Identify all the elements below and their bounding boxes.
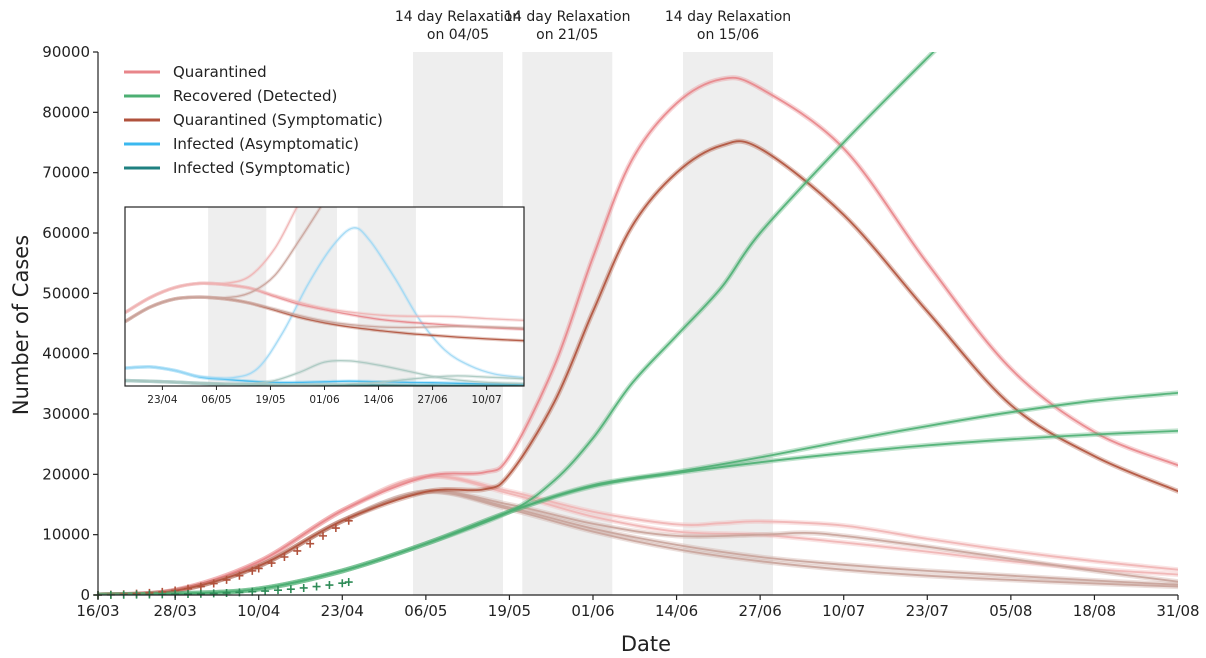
y-tick-label: 30000 [42, 405, 90, 423]
inset-x-tick-label: 23/04 [147, 394, 178, 406]
relaxation-band [683, 52, 773, 595]
x-tick-label: 23/04 [321, 602, 364, 620]
inset-series-line [125, 296, 524, 329]
observed-marker [248, 566, 257, 575]
observed-marker [209, 579, 218, 588]
legend-label: Quarantined [173, 63, 267, 81]
x-tick-label: 14/06 [655, 602, 698, 620]
legend-label: Infected (Symptomatic) [173, 159, 350, 177]
x-tick-label: 10/04 [237, 602, 280, 620]
observed-marker [306, 539, 315, 548]
inset-x-tick-label: 27/06 [417, 394, 448, 406]
observed-marker [261, 587, 270, 596]
relaxation-date: on 04/05 [427, 27, 489, 43]
observed-marker [184, 590, 192, 599]
observed-marker [222, 575, 231, 584]
x-tick-label: 19/05 [488, 602, 531, 620]
inset-x-tick-label: 10/07 [471, 394, 501, 406]
observed-marker [286, 585, 295, 594]
x-tick-label: 27/06 [739, 602, 782, 620]
legend-label: Quarantined (Symptomatic) [173, 111, 383, 129]
x-tick-label: 10/07 [822, 602, 865, 620]
inset-x-tick-label: 06/05 [201, 394, 231, 406]
legend-label: Infected (Asymptomatic) [173, 135, 359, 153]
observed-marker [209, 589, 218, 598]
observed-marker [338, 579, 347, 588]
observed-marker [222, 588, 231, 597]
x-tick-label: 28/03 [154, 602, 197, 620]
relaxation-bands [413, 52, 773, 595]
observed-marker [254, 564, 263, 573]
inset-series [125, 207, 524, 386]
x-tick-label: 06/05 [404, 602, 447, 620]
observed-marker [331, 524, 340, 533]
observed-marker [344, 516, 353, 525]
observed-marker [196, 589, 205, 598]
observed-marker [274, 586, 282, 595]
relaxation-label: 14 day Relaxation [504, 9, 630, 25]
series-band [98, 428, 1178, 595]
observed-marker [293, 546, 302, 555]
relaxation-band [522, 52, 613, 595]
axes: 0 10000 20000 30000 40000 50000 60000 70000 8000… [42, 43, 1199, 620]
observed-marker [299, 583, 308, 592]
legend-label: Recovered (Detected) [173, 87, 337, 105]
y-axis-title: Number of Cases [9, 235, 33, 415]
observed-marker [235, 571, 244, 580]
x-axis-title: Date [621, 632, 671, 656]
inset-series-line [125, 375, 524, 386]
y-tick-label: 60000 [42, 224, 90, 242]
observed-marker [196, 582, 205, 591]
inset-chart: 23/04 06/05 19/05 01/06 14/06 27/06 10/07 [124, 206, 525, 406]
inset-x-tick-label: 14/06 [363, 394, 394, 406]
x-tick-label: 05/08 [989, 602, 1032, 620]
observed-marker [325, 581, 334, 590]
series-lines [98, 52, 1178, 595]
observed-marker [312, 582, 321, 591]
legend: Quarantined Recovered (Detected) Quarantin… [124, 63, 383, 177]
inset-series-line [125, 227, 524, 379]
x-tick-label: 23/07 [906, 602, 949, 620]
y-tick-label: 40000 [42, 345, 90, 363]
x-tick-label: 18/08 [1073, 602, 1116, 620]
relaxation-date: on 15/06 [697, 27, 759, 43]
relaxation-date: on 21/05 [536, 27, 598, 43]
x-tick-label: 31/08 [1156, 602, 1199, 620]
relaxation-label: 14 day Relaxation [665, 9, 791, 25]
x-tick-label: 16/03 [76, 602, 119, 620]
y-tick-label: 10000 [42, 526, 90, 544]
y-tick-label: 0 [80, 586, 90, 604]
relaxation-labels: 14 day Relaxation on 04/05 14 day Relaxati… [395, 9, 791, 43]
observed-marker [267, 559, 276, 568]
inset-series-line [125, 282, 524, 322]
y-tick-label: 90000 [42, 43, 90, 61]
y-tick-label: 20000 [42, 465, 90, 483]
inset-x-tick-label: 01/06 [309, 394, 340, 406]
observed-marker [280, 552, 289, 561]
y-tick-label: 50000 [42, 284, 90, 302]
inset-x-tick-label: 19/05 [255, 394, 285, 406]
y-tick-label: 80000 [42, 103, 90, 121]
series-line [98, 430, 1178, 595]
observed-marker [344, 578, 353, 587]
y-tick-label: 70000 [42, 164, 90, 182]
series-line [98, 76, 1178, 595]
relaxation-label: 14 day Relaxation [395, 9, 521, 25]
x-tick-label: 01/06 [571, 602, 614, 620]
observed-marker [158, 590, 167, 599]
observed-marker [319, 531, 327, 540]
